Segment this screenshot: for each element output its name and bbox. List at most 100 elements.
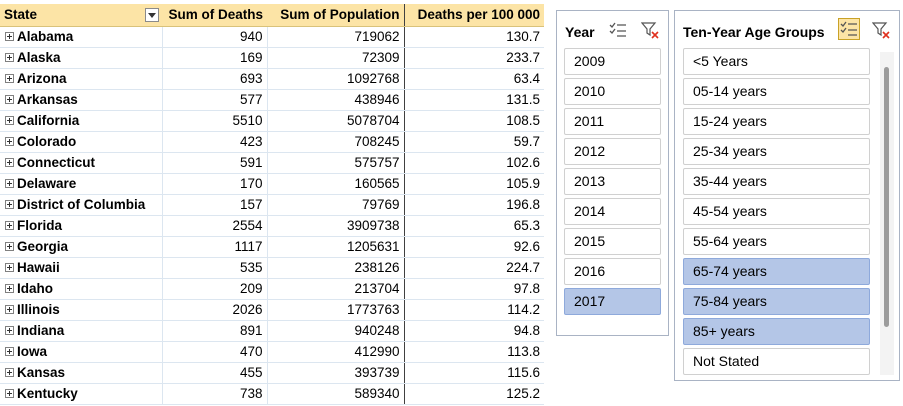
population-cell[interactable]: 708245 [266, 131, 404, 153]
table-row[interactable]: Arizona 693 1092768 63.4 [0, 68, 544, 90]
plus-box-icon[interactable] [5, 326, 14, 335]
population-cell[interactable]: 438946 [266, 89, 404, 111]
clear-filter-icon[interactable] [639, 19, 661, 41]
multi-select-icon[interactable] [838, 18, 860, 40]
year-slicer[interactable]: Year 2009 2010 2011 2012 2013 2014 2015 2016 201… [556, 10, 669, 336]
slicer-item[interactable]: 35-44 years [683, 168, 870, 195]
plus-box-icon[interactable] [5, 284, 14, 293]
table-row[interactable]: California 5510 5078704 108.5 [0, 110, 544, 132]
rate-cell[interactable]: 94.8 [403, 320, 544, 342]
table-row[interactable]: Kansas 455 393739 115.6 [0, 362, 544, 384]
table-row[interactable]: Arkansas 577 438946 131.5 [0, 89, 544, 111]
state-cell[interactable]: Georgia [0, 236, 162, 258]
state-cell[interactable]: Florida [0, 215, 162, 237]
state-cell[interactable]: Kentucky [0, 383, 162, 405]
slicer-item[interactable]: 75-84 years [683, 288, 870, 315]
rate-cell[interactable]: 59.7 [403, 131, 544, 153]
slicer-item[interactable]: 25-34 years [683, 138, 870, 165]
table-row[interactable]: Illinois 2026 1773763 114.2 [0, 299, 544, 321]
population-cell[interactable]: 719062 [266, 26, 404, 48]
rate-cell[interactable]: 115.6 [403, 362, 544, 384]
rate-cell[interactable]: 105.9 [403, 173, 544, 195]
population-cell[interactable]: 1205631 [266, 236, 404, 258]
deaths-cell[interactable]: 209 [161, 278, 267, 300]
population-cell[interactable]: 1092768 [266, 68, 404, 90]
deaths-cell[interactable]: 577 [161, 89, 267, 111]
slicer-item[interactable]: Not Stated [683, 348, 870, 375]
population-cell[interactable]: 940248 [266, 320, 404, 342]
deaths-cell[interactable]: 157 [161, 194, 267, 216]
rate-cell[interactable]: 113.8 [403, 341, 544, 363]
deaths-cell[interactable]: 170 [161, 173, 267, 195]
slicer-item[interactable]: 45-54 years [683, 198, 870, 225]
deaths-cell[interactable]: 891 [161, 320, 267, 342]
plus-box-icon[interactable] [5, 179, 14, 188]
filter-dropdown-icon[interactable] [145, 8, 159, 22]
population-cell[interactable]: 3909738 [266, 215, 404, 237]
slicer-item[interactable]: 2015 [564, 228, 661, 255]
multi-select-icon[interactable] [607, 19, 629, 41]
state-cell[interactable]: Delaware [0, 173, 162, 195]
rate-cell[interactable]: 131.5 [403, 89, 544, 111]
plus-box-icon[interactable] [5, 347, 14, 356]
rate-cell[interactable]: 130.7 [403, 26, 544, 48]
state-cell[interactable]: Indiana [0, 320, 162, 342]
table-row[interactable]: Georgia 1117 1205631 92.6 [0, 236, 544, 258]
deaths-cell[interactable]: 455 [161, 362, 267, 384]
table-row[interactable]: Idaho 209 213704 97.8 [0, 278, 544, 300]
table-row[interactable]: Kentucky 738 589340 125.2 [0, 383, 544, 405]
plus-box-icon[interactable] [5, 32, 14, 41]
deaths-cell[interactable]: 470 [161, 341, 267, 363]
slicer-item[interactable]: 65-74 years [683, 258, 870, 285]
state-cell[interactable]: Arizona [0, 68, 162, 90]
table-row[interactable]: Connecticut 591 575757 102.6 [0, 152, 544, 174]
state-cell[interactable]: Idaho [0, 278, 162, 300]
plus-box-icon[interactable] [5, 389, 14, 398]
table-row[interactable]: Florida 2554 3909738 65.3 [0, 215, 544, 237]
state-cell[interactable]: California [0, 110, 162, 132]
deaths-cell[interactable]: 1117 [161, 236, 267, 258]
table-row[interactable]: Delaware 170 160565 105.9 [0, 173, 544, 195]
slicer-item[interactable]: 2017 [564, 288, 661, 315]
slicer-item[interactable]: 2010 [564, 78, 661, 105]
population-cell[interactable]: 1773763 [266, 299, 404, 321]
deaths-cell[interactable]: 535 [161, 257, 267, 279]
rate-cell[interactable]: 114.2 [403, 299, 544, 321]
population-cell[interactable]: 589340 [266, 383, 404, 405]
population-cell[interactable]: 72309 [266, 47, 404, 69]
slicer-item[interactable]: <5 Years [683, 48, 870, 75]
plus-box-icon[interactable] [5, 137, 14, 146]
deaths-cell[interactable]: 940 [161, 26, 267, 48]
rate-cell[interactable]: 102.6 [403, 152, 544, 174]
header-population[interactable]: Sum of Population [267, 4, 404, 27]
slicer-item[interactable]: 15-24 years [683, 108, 870, 135]
age-group-slicer[interactable]: Ten-Year Age Groups <5 Years 05-14 years 1… [674, 10, 900, 381]
slicer-item[interactable]: 85+ years [683, 318, 870, 345]
plus-box-icon[interactable] [5, 95, 14, 104]
deaths-cell[interactable]: 693 [161, 68, 267, 90]
slicer-item[interactable]: 2012 [564, 138, 661, 165]
table-row[interactable]: Iowa 470 412990 113.8 [0, 341, 544, 363]
clear-filter-icon[interactable] [870, 19, 892, 41]
state-cell[interactable]: Hawaii [0, 257, 162, 279]
table-row[interactable]: Colorado 423 708245 59.7 [0, 131, 544, 153]
rate-cell[interactable]: 97.8 [403, 278, 544, 300]
plus-box-icon[interactable] [5, 158, 14, 167]
table-row[interactable]: District of Columbia 157 79769 196.8 [0, 194, 544, 216]
state-cell[interactable]: Connecticut [0, 152, 162, 174]
plus-box-icon[interactable] [5, 221, 14, 230]
slicer-item[interactable]: 2013 [564, 168, 661, 195]
population-cell[interactable]: 393739 [266, 362, 404, 384]
header-deaths[interactable]: Sum of Deaths [162, 4, 267, 27]
state-cell[interactable]: Illinois [0, 299, 162, 321]
slicer-item[interactable]: 2014 [564, 198, 661, 225]
deaths-cell[interactable]: 5510 [161, 110, 267, 132]
plus-box-icon[interactable] [5, 368, 14, 377]
deaths-cell[interactable]: 591 [161, 152, 267, 174]
plus-box-icon[interactable] [5, 53, 14, 62]
slicer-item[interactable]: 2016 [564, 258, 661, 285]
slicer-item[interactable]: 05-14 years [683, 78, 870, 105]
table-row[interactable]: Alabama 940 719062 130.7 [0, 26, 544, 48]
population-cell[interactable]: 160565 [266, 173, 404, 195]
population-cell[interactable]: 213704 [266, 278, 404, 300]
